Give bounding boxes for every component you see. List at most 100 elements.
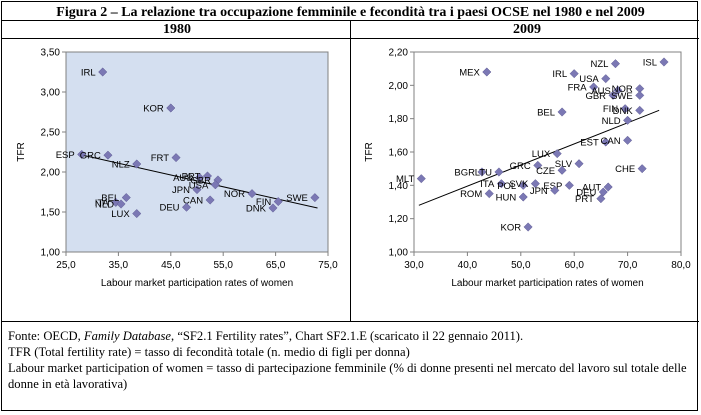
point-label-lux: LUX	[111, 209, 130, 220]
data-point-nld	[116, 199, 126, 209]
scatter-chart-1980: 1,00 1,50 2,00 2,50 3,00 3,50 25,0 35,0 45,0 55,0…	[16, 48, 338, 290]
point-label-hun: HUN	[496, 193, 517, 204]
x-axis-label: Labour market participation rates of wom…	[451, 278, 643, 289]
point-label-nor: NOR	[224, 189, 245, 200]
data-point-usa	[210, 180, 220, 190]
data-point-frt	[171, 153, 181, 163]
footer-participation-note: Labour market participation of women = t…	[8, 361, 687, 391]
point-label-pol: POL	[497, 181, 516, 192]
panel-label-1980: 1980	[163, 22, 191, 37]
point-label-est: EST	[580, 138, 599, 149]
x-tick-label: 50,0	[511, 260, 531, 271]
data-point-dnk	[268, 203, 278, 213]
point-label-ltu: LTU	[475, 168, 492, 179]
data-point-fin	[620, 104, 630, 114]
point-label-swe: SWE	[611, 91, 633, 102]
point-label-can: CAN	[183, 196, 203, 207]
x-tick-label: 65,0	[266, 260, 286, 271]
data-point-grc	[103, 150, 113, 160]
data-point-lux	[132, 209, 142, 219]
data-point-bgr	[477, 167, 487, 177]
point-label-kor: KOR	[143, 104, 164, 115]
data-point-prt	[596, 194, 606, 204]
data-point-svk	[530, 179, 540, 189]
point-label-lux: LUX	[532, 149, 551, 160]
point-label-grc: GRC	[510, 161, 531, 172]
data-point-hun	[518, 192, 528, 202]
plot-area	[413, 51, 682, 253]
footer-notes: Fonte: OECD, Family Database, “SF2.1 Fer…	[8, 328, 693, 392]
x-tick-label: 35,0	[109, 260, 129, 271]
data-point-deu	[598, 187, 608, 197]
x-tick-label: 75,0	[318, 260, 338, 271]
point-label-nor: NOR	[612, 84, 633, 95]
y-axis-label: TFR	[16, 142, 27, 161]
data-point-bel	[121, 193, 131, 203]
footer-tfr-note: TFR (Total fertility rate) = tasso di fe…	[8, 345, 410, 359]
data-point-isl	[659, 57, 669, 67]
point-label-dnk: DNK	[613, 106, 634, 117]
data-point-nzl	[610, 59, 621, 69]
point-label-irl: IRL	[552, 69, 567, 80]
point-label-esp: ESP	[543, 181, 562, 192]
y-tick-label: 1,00	[41, 248, 61, 259]
point-label-prt: PRT	[182, 172, 201, 183]
data-point-mlt	[416, 174, 426, 184]
data-point-est	[601, 137, 611, 147]
point-label-mex: MEX	[459, 68, 480, 79]
data-point-cze	[557, 165, 567, 175]
data-point-grc	[533, 160, 543, 170]
y-tick-label: 1,60	[389, 148, 409, 159]
data-point-swe	[635, 90, 645, 100]
point-label-aut: AUT	[582, 183, 601, 194]
data-point-lux	[552, 149, 562, 159]
data-point-nor	[247, 189, 257, 199]
y-tick-label: 3,50	[41, 48, 61, 59]
data-point-aut	[603, 182, 613, 192]
data-point-pol	[518, 180, 528, 190]
y-tick-label: 1,80	[389, 114, 409, 125]
point-label-grc: GRC	[80, 151, 101, 162]
figure-title: Figura 2 – La relazione tra occupazione …	[56, 5, 645, 20]
data-point-che	[637, 164, 647, 174]
point-label-usa: USA	[189, 180, 209, 191]
point-label-prt: PRT	[575, 194, 594, 205]
x-tick-label: 30,0	[404, 260, 424, 271]
data-point-ita	[111, 197, 121, 207]
point-label-ita: ITA	[480, 179, 495, 190]
data-point-rom	[484, 189, 494, 199]
data-point-irl	[569, 69, 579, 79]
x-tick-label: 55,0	[213, 260, 233, 271]
data-point-swe	[310, 193, 320, 203]
y-axis-label: TFR	[364, 142, 375, 161]
data-point-deu	[181, 202, 192, 212]
point-label-aus: AUS	[173, 173, 193, 184]
data-point-bel	[557, 107, 567, 117]
data-point-can	[623, 135, 633, 145]
data-point-fra	[589, 82, 599, 92]
point-label-nzl: NZL	[591, 59, 609, 70]
point-label-bel: BEL	[537, 108, 555, 119]
footer-source: Fonte: OECD, Family Database, “SF2.1 Fer…	[8, 329, 524, 343]
point-label-can: CAN	[601, 136, 621, 147]
data-point-kor	[166, 103, 176, 113]
point-label-fin: FIN	[603, 104, 618, 115]
y-tick-label: 2,20	[389, 48, 409, 59]
point-label-esp: ESP	[56, 150, 75, 161]
point-label-deu: DEU	[159, 203, 179, 214]
point-label-dnk: DNK	[246, 204, 267, 215]
point-label-che: CHE	[615, 164, 635, 175]
plot-area	[65, 51, 329, 253]
point-label-isl: ISL	[643, 58, 657, 69]
x-tick-label: 40,0	[458, 260, 478, 271]
data-point-ita	[496, 179, 506, 189]
data-point-mex	[482, 67, 492, 77]
point-label-nld: NLD	[95, 200, 114, 211]
y-tick-label: 2,50	[41, 128, 61, 139]
point-label-slv: SLV	[555, 159, 573, 170]
y-tick-label: 1,20	[389, 214, 409, 225]
x-tick-label: 80,0	[671, 260, 691, 271]
point-label-jpn: JPN	[530, 186, 548, 197]
point-label-bel: BEL	[101, 193, 119, 204]
